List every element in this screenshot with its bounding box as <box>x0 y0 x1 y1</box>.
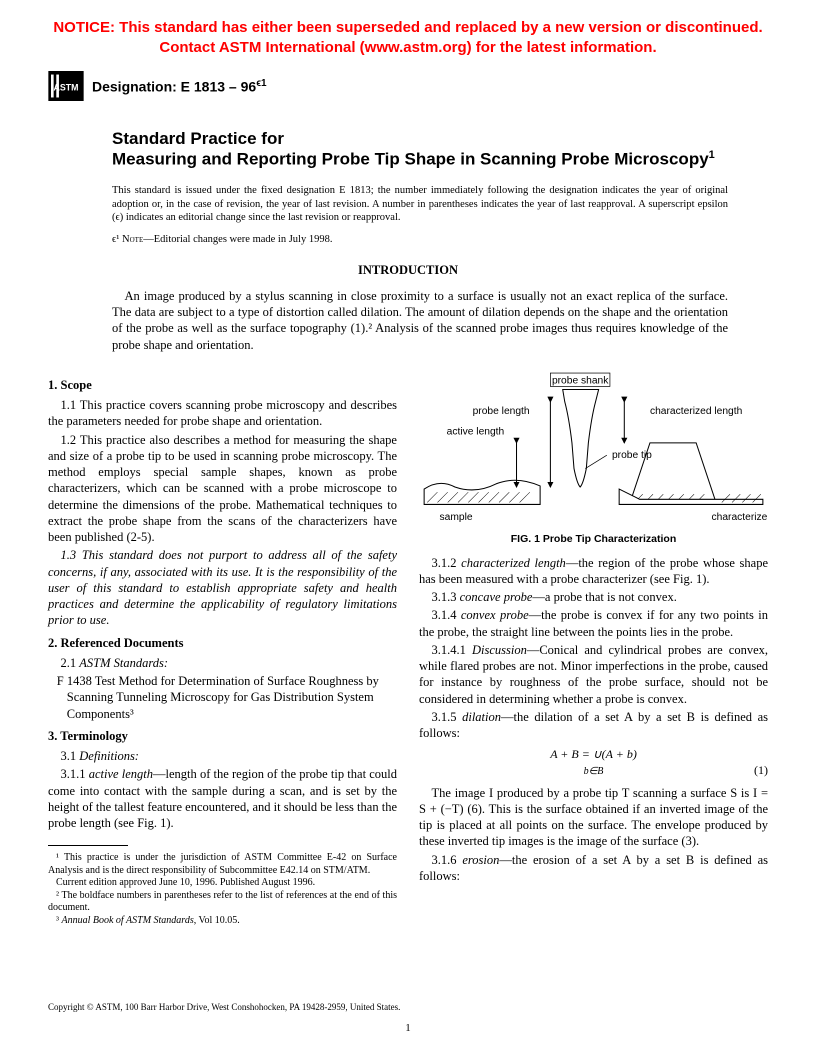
probe-tip-diagram-icon: probe shank probe length characterized l… <box>419 371 768 525</box>
header-row: ASTM Designation: E 1813 – 96ϵ1 <box>48 71 768 101</box>
para-3-1-4-1: 3.1.4.1 Discussion—Conical and cylindric… <box>419 642 768 707</box>
title-prefix: Standard Practice for <box>112 129 728 149</box>
footnote-2: ² The boldface numbers in parentheses re… <box>48 890 397 915</box>
copyright-line: Copyright © ASTM, 100 Barr Harbor Drive,… <box>48 1002 400 1012</box>
para-3-1-6: 3.1.6 erosion—the erosion of a set A by … <box>419 852 768 885</box>
footnote-1: ¹ This practice is under the jurisdictio… <box>48 852 397 877</box>
label-active-length: active length <box>447 426 505 437</box>
label-characterizer: characterizer <box>712 512 768 523</box>
notice-line-2: Contact ASTM International (www.astm.org… <box>159 39 656 56</box>
notice-line-1: NOTICE: This standard has either been su… <box>53 19 762 36</box>
editorial-note: ϵ¹ Note—Editorial changes were made in J… <box>112 234 728 245</box>
right-column: probe shank probe length characterized l… <box>419 371 768 928</box>
para-3-1-5: 3.1.5 dilation—the dilation of a set A b… <box>419 709 768 742</box>
para-3-1: 3.1 Definitions: <box>48 748 397 764</box>
notice-banner: NOTICE: This standard has either been su… <box>48 18 768 57</box>
scope-heading: 1. Scope <box>48 377 397 393</box>
para-after-eq1: The image I produced by a probe tip T sc… <box>419 785 768 850</box>
terminology-heading: 3. Terminology <box>48 728 397 744</box>
issuance-note: This standard is issued under the fixed … <box>112 184 728 223</box>
footnote-1b: Current edition approved June 10, 1996. … <box>48 877 397 890</box>
refdocs-heading: 2. Referenced Documents <box>48 635 397 651</box>
svg-text:ASTM: ASTM <box>54 82 79 92</box>
label-probe-length: probe length <box>473 406 530 417</box>
title-main: Measuring and Reporting Probe Tip Shape … <box>112 149 728 170</box>
para-1-2: 1.2 This practice also describes a metho… <box>48 432 397 546</box>
para-3-1-2: 3.1.2 characterized length—the region of… <box>419 555 768 588</box>
left-column: 1. Scope 1.1 This practice covers scanni… <box>48 371 397 928</box>
label-characterized-length: characterized length <box>650 406 743 417</box>
page-number: 1 <box>405 1022 411 1034</box>
para-2-1: 2.1 ASTM Standards: <box>48 655 397 671</box>
footnote-separator <box>48 845 128 846</box>
figure-1: probe shank probe length characterized l… <box>419 371 768 547</box>
introduction-heading: INTRODUCTION <box>48 263 768 278</box>
ref-f1438: F 1438 Test Method for Determination of … <box>67 673 397 722</box>
label-sample: sample <box>440 512 473 523</box>
astm-logo-icon: ASTM <box>48 71 84 101</box>
title-block: Standard Practice for Measuring and Repo… <box>112 129 728 170</box>
footnote-3: ³ Annual Book of ASTM Standards, Vol 10.… <box>48 915 397 928</box>
label-probe-tip: probe tip <box>612 450 652 461</box>
label-probe-shank: probe shank <box>552 375 609 386</box>
figure-1-caption: FIG. 1 Probe Tip Characterization <box>419 533 768 547</box>
para-1-1: 1.1 This practice covers scanning probe … <box>48 397 397 430</box>
para-3-1-1: 3.1.1 active length—length of the region… <box>48 766 397 831</box>
introduction-body: An image produced by a stylus scanning i… <box>112 288 728 353</box>
two-column-body: 1. Scope 1.1 This practice covers scanni… <box>48 371 768 928</box>
para-3-1-3: 3.1.3 concave probe—a probe that is not … <box>419 589 768 605</box>
para-3-1-4: 3.1.4 convex probe—the probe is convex i… <box>419 607 768 640</box>
equation-1: A + B = ∪(A + b) b∈B (1) <box>419 747 768 778</box>
designation-text: Designation: E 1813 – 96ϵ1 <box>92 78 267 95</box>
para-1-3: 1.3 This standard does not purport to ad… <box>48 547 397 628</box>
